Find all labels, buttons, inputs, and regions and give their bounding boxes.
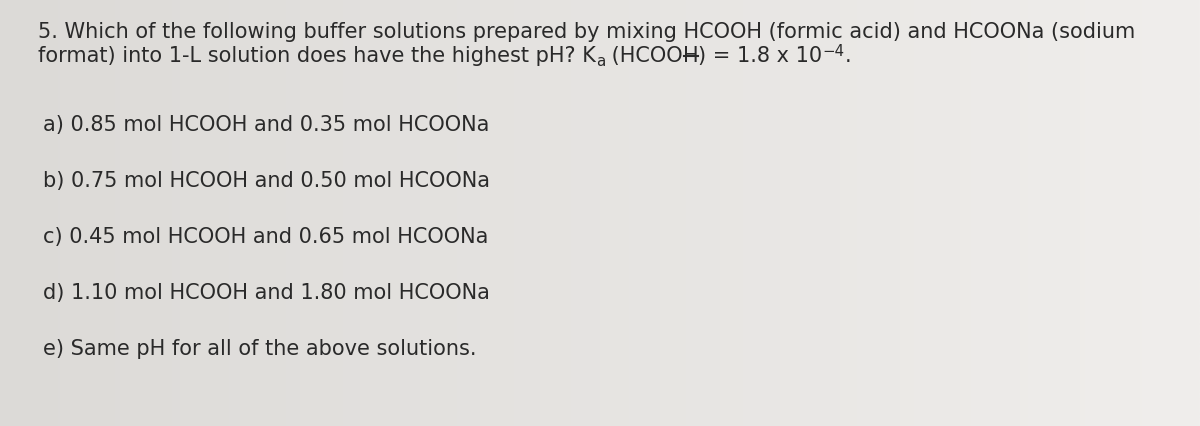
Text: format) into 1-L solution does have the highest pH? K: format) into 1-L solution does have the …	[38, 46, 596, 66]
Text: c) 0.45 mol HCOOH and 0.65 mol HCOONa: c) 0.45 mol HCOOH and 0.65 mol HCOONa	[43, 227, 488, 246]
Text: .: .	[845, 46, 851, 66]
Text: a) 0.85 mol HCOOH and 0.35 mol HCOONa: a) 0.85 mol HCOOH and 0.35 mol HCOONa	[43, 115, 490, 135]
Text: −4: −4	[822, 44, 845, 59]
Text: a: a	[596, 54, 605, 69]
Text: b) 0.75 mol HCOOH and 0.50 mol HCOONa: b) 0.75 mol HCOOH and 0.50 mol HCOONa	[43, 170, 490, 190]
Text: 5. Which of the following buffer solutions prepared by mixing HCOOH (formic acid: 5. Which of the following buffer solutio…	[38, 22, 1135, 42]
Text: ) = 1.8 x 10: ) = 1.8 x 10	[698, 46, 822, 66]
Text: e) Same pH for all of the above solutions.: e) Same pH for all of the above solution…	[43, 338, 476, 358]
Text: d) 1.10 mol HCOOH and 1.80 mol HCOONa: d) 1.10 mol HCOOH and 1.80 mol HCOONa	[43, 282, 490, 302]
Text: H: H	[683, 46, 698, 66]
Text: (HCOO: (HCOO	[605, 46, 683, 66]
